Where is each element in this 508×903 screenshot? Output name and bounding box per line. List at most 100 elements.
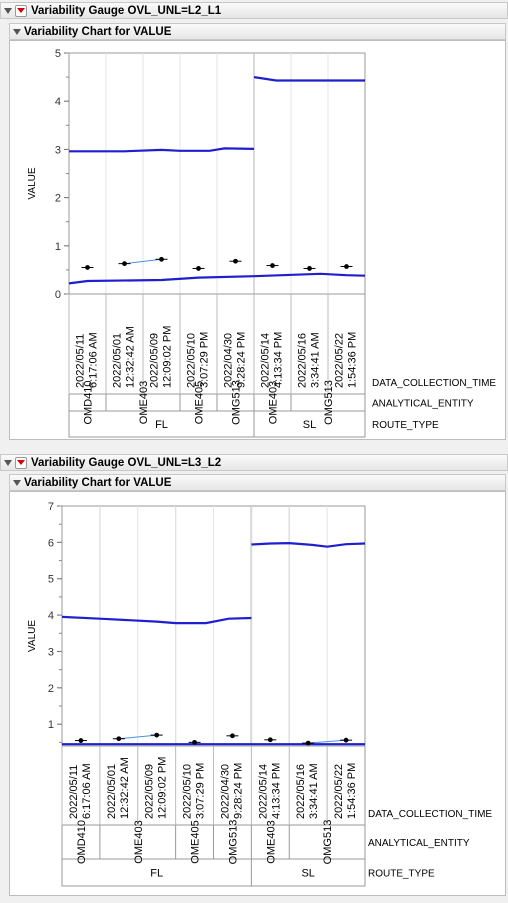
chart-title: Variability Chart for VALUE	[24, 476, 172, 489]
entity-label: OME405	[190, 820, 202, 863]
time-clock: 12:32:42 AM	[125, 326, 137, 388]
chart-panel-2: 1 2 3 4 5 6 7 VALUE 2022/05/11 6:17:06 AM 2022/05/…	[9, 491, 506, 896]
level-label: ANALYTICAL_ENTITY	[368, 838, 470, 849]
time-label: 2022/05/11 6:17:06 AM	[68, 763, 93, 819]
mean-line	[68, 272, 366, 285]
y-tick-label: 6	[48, 537, 54, 549]
time-clock: 12:09:02 PM	[162, 326, 174, 388]
chart-title: Variability Chart for VALUE	[24, 25, 172, 38]
mean-line	[251, 541, 366, 548]
time-label: 2022/05/10 3:07:29 PM	[186, 332, 211, 388]
time-date: 2022/04/30	[219, 764, 231, 819]
time-label: 2022/05/16 3:34:41 AM	[295, 763, 320, 819]
time-date: 2022/05/22	[334, 333, 346, 388]
time-date: 2022/05/01	[106, 764, 118, 819]
y-tick-label: 5	[48, 574, 54, 586]
disclosure-triangle-icon[interactable]	[4, 7, 12, 14]
route-label: SL	[301, 868, 314, 880]
y-tick-label: 5	[55, 48, 61, 60]
time-clock: 1:54:36 PM	[347, 332, 359, 388]
gauge-outline-1[interactable]: Variability Gauge OVL_UNL=L2_L1	[0, 2, 508, 19]
time-clock: 3:07:29 PM	[199, 332, 211, 388]
route-label: FL	[150, 868, 163, 880]
time-label: 2022/05/14 4:13:34 PM	[260, 332, 285, 388]
time-date: 2022/05/16	[295, 764, 307, 819]
disclosure-triangle-icon[interactable]	[4, 459, 12, 466]
data-point	[192, 739, 197, 745]
time-label: 2022/05/01 12:32:42 AM	[106, 757, 131, 819]
data-point	[344, 264, 349, 269]
data-point	[85, 265, 90, 270]
data-point	[154, 732, 160, 738]
level-label: ROUTE_TYPE	[372, 420, 439, 431]
time-date: 2022/05/14	[257, 764, 269, 819]
mean-line	[69, 147, 255, 153]
data-point	[230, 733, 235, 739]
data-point	[78, 738, 84, 743]
time-label: 2022/05/22 1:54:36 PM	[333, 763, 358, 819]
time-clock: 3:34:41 AM	[308, 763, 320, 819]
y-tick-label: 3	[55, 144, 61, 156]
time-label: 2022/05/09 12:09:02 PM	[144, 757, 169, 819]
entity-label: OME403	[138, 381, 150, 424]
time-label: 2022/05/01 12:32:42 AM	[112, 326, 137, 388]
y-tick-label: 1	[55, 241, 61, 253]
data-point	[267, 737, 273, 743]
entity-label: OME405	[194, 381, 206, 424]
entity-label: OMG513	[323, 380, 335, 425]
y-tick-label: 0	[55, 289, 61, 301]
time-label: 2022/05/11 6:17:06 AM	[75, 332, 100, 388]
time-date: 2022/05/16	[297, 333, 309, 388]
time-clock: 4:13:34 PM	[270, 763, 282, 819]
red-triangle-menu-icon[interactable]	[15, 456, 27, 469]
y-tick-label: 2	[48, 683, 54, 695]
time-clock: 6:17:06 AM	[81, 763, 93, 819]
time-date: 2022/05/01	[112, 333, 124, 388]
time-clock: 12:09:02 PM	[157, 757, 169, 819]
entity-label: OME403	[268, 381, 280, 424]
disclosure-triangle-icon[interactable]	[13, 28, 21, 35]
chart-outline-2[interactable]: Variability Chart for VALUE	[9, 474, 506, 491]
data-point	[305, 740, 311, 746]
entity-label: OMD410	[76, 820, 88, 864]
gauge-title: Variability Gauge OVL_UNL=L3_L2	[31, 456, 222, 469]
time-clock: 4:13:34 PM	[273, 332, 285, 388]
y-axis-label: VALUE	[27, 167, 38, 199]
time-date: 2022/05/10	[186, 333, 198, 388]
entity-label: OMG513	[227, 820, 239, 865]
time-date: 2022/05/14	[260, 333, 272, 388]
time-clock: 12:32:42 AM	[119, 757, 131, 819]
group-mean-line	[124, 258, 162, 265]
data-point	[116, 736, 122, 742]
entity-label: OMG513	[231, 380, 243, 425]
time-label: 2022/05/16 3:34:41 AM	[297, 332, 322, 388]
time-clock: 3:34:41 AM	[310, 332, 322, 388]
data-point	[196, 266, 201, 271]
time-clock: 9:28:24 PM	[232, 763, 244, 819]
level-label: DATA_COLLECTION_TIME	[368, 809, 492, 820]
chart-outline-1[interactable]: Variability Chart for VALUE	[9, 23, 506, 40]
time-date: 2022/05/22	[333, 764, 345, 819]
gauge-title: Variability Gauge OVL_UNL=L2_L1	[31, 4, 222, 17]
entity-label: OMG513	[322, 820, 334, 865]
time-date: 2022/05/11	[68, 765, 80, 819]
data-point	[159, 256, 164, 262]
route-label: SL	[303, 419, 316, 431]
time-label: 2022/04/30 9:28:24 PM	[219, 763, 244, 819]
disclosure-triangle-icon[interactable]	[13, 479, 21, 486]
mean-line	[61, 615, 252, 625]
gauge-outline-2[interactable]: Variability Gauge OVL_UNL=L3_L2	[0, 454, 508, 471]
chart-panel-1: 0 1 2 3 4 5 VALUE 2022/05/11 6:17:06 AM 2022/05/0…	[9, 40, 506, 440]
y-tick-label: 2	[55, 193, 61, 205]
time-clock: 1:54:36 PM	[346, 763, 358, 819]
y-tick-label: 4	[55, 96, 61, 108]
entity-label: OMD410	[83, 380, 95, 424]
data-point	[270, 263, 275, 268]
entity-label: OME403	[265, 820, 277, 863]
time-date: 2022/04/30	[223, 333, 235, 388]
y-tick-label: 1	[48, 719, 54, 731]
red-triangle-menu-icon[interactable]	[15, 4, 27, 17]
time-date: 2022/05/11	[75, 334, 87, 388]
time-label: 2022/04/30 9:28:24 PM	[223, 332, 248, 388]
